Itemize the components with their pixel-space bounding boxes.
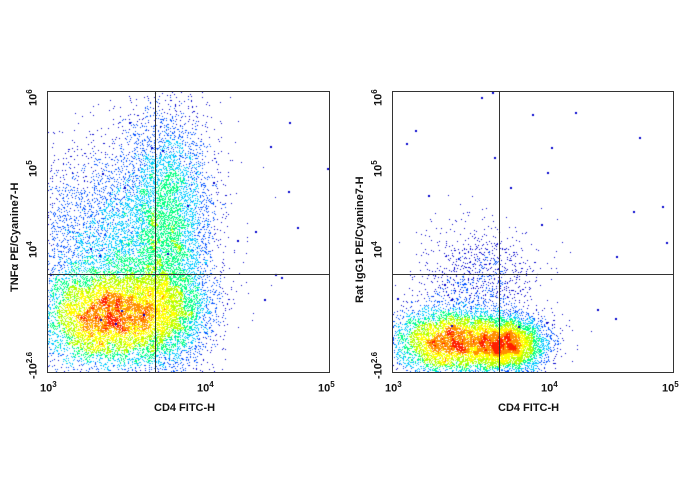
- right-xtick-1e4: 104: [541, 380, 558, 395]
- left-xtick-1e4: 104: [197, 380, 214, 395]
- right-plot-frame: [392, 91, 674, 373]
- left-xtick-1e3: 103: [40, 380, 57, 395]
- left-ytick-1e4: 104: [25, 241, 40, 258]
- left-plot-frame: [47, 91, 330, 373]
- left-y-axis-label: TNFα PE/Cyanine7-H: [9, 182, 21, 292]
- right-ytick-1e5: 105: [370, 160, 385, 177]
- right-ytick-neg: -102.6: [370, 351, 385, 379]
- left-density-plot: [48, 92, 329, 372]
- right-xtick-1e3: 103: [385, 380, 402, 395]
- left-ytick-1e6: 106: [25, 89, 40, 106]
- right-quadrant-vertical-gate[interactable]: [499, 92, 500, 372]
- right-y-axis-label: Rat IgG1 PE/Cyanine7-H: [354, 176, 366, 303]
- right-density-plot: [393, 92, 673, 372]
- left-plot-panel: TNFα PE/Cyanine7-H -102.6 104 105 106 10…: [9, 89, 335, 414]
- left-ytick-1e5: 105: [25, 160, 40, 177]
- right-plot-panel: Rat IgG1 PE/Cyanine7-H -102.6 104 105 10…: [344, 0, 688, 490]
- right-xtick-1e5: 105: [662, 380, 679, 395]
- right-ytick-1e6: 106: [370, 89, 385, 106]
- left-xtick-1e5: 105: [318, 380, 335, 395]
- right-x-axis-label: CD4 FITC-H: [498, 402, 560, 414]
- left-quadrant-horizontal-gate[interactable]: [48, 274, 329, 275]
- right-ytick-1e4: 104: [370, 241, 385, 258]
- right-quadrant-horizontal-gate[interactable]: [393, 274, 673, 275]
- left-quadrant-vertical-gate[interactable]: [155, 92, 156, 372]
- left-ytick-neg: -102.6: [25, 351, 40, 379]
- left-x-axis-label: CD4 FITC-H: [154, 402, 216, 414]
